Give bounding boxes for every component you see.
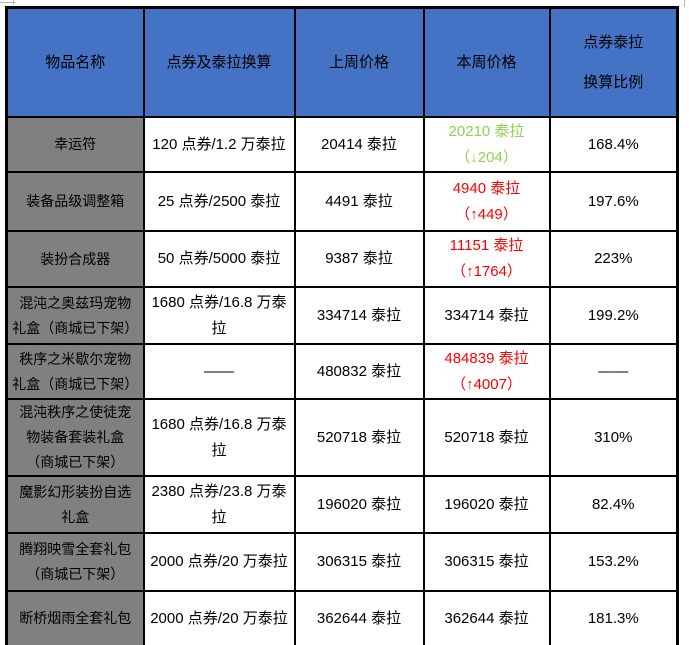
this-week-price: 196020 泰拉 [444,495,529,513]
ratio-header-line1: 点券泰拉 [583,33,644,51]
this-week-price-cell: 196020 泰拉 [422,475,551,534]
ratio-cell: 197.6% [548,171,679,232]
table-row: 秩序之米歇尔宠物 礼盒（商城已下架） —— 480832 泰拉 484839 泰… [5,343,679,400]
this-week-price-cell: 484839 泰拉 （↑4007） [422,343,551,400]
item-name-cell: 幸运符 [5,116,145,173]
item-name-cell: 秩序之米歇尔宠物 礼盒（商城已下架） [5,343,145,400]
this-week-price-cell: 520718 泰拉 [422,398,551,477]
ratio-header-lines: 点券泰拉 换算比例 [553,33,675,91]
ratio-cell: 310% [548,398,679,477]
ratio-cell: 223% [548,230,679,288]
table-row: 魔影幻形装扮自选 礼盒 2380 点券/23.8 万泰 拉 196020 泰拉 … [5,475,679,534]
item-price-table: 物品名称 点券及泰拉换算 上周价格 本周价格 点券泰拉 换算比例 幸运符 120… [5,6,679,645]
ratio-cell: 153.2% [548,532,679,592]
ratio-cell: 181.3% [548,590,679,645]
last-week-price-cell: 520718 泰拉 [293,398,425,477]
this-week-price-cell: 11151 泰拉 （↑1764） [422,230,551,288]
item-name-cell: 混沌秩序之使徒宠 物装备套装礼盒 （商城已下架） [5,398,145,477]
item-name-cell: 魔影幻形装扮自选 礼盒 [5,475,145,534]
this-week-price: 362644 泰拉 [444,609,529,627]
table-row: 幸运符 120 点券/1.2 万泰拉 20414 泰拉 20210 泰拉 （↓2… [5,116,679,173]
this-week-price: 334714 泰拉 [444,306,529,324]
last-week-price-cell: 362644 泰拉 [293,590,425,645]
item-name-cell: 混沌之奥兹玛宠物 礼盒（商城已下架） [5,286,145,345]
gridline-remnant-vertical-right [684,0,685,7]
table-row: 装扮合成器 50 点券/5000 泰拉 9387 泰拉 11151 泰拉 （↑1… [5,230,679,288]
this-week-price: 4940 泰拉 [452,179,521,197]
item-name-cell: 装备品级调整箱 [5,171,145,232]
table-row: 装备品级调整箱 25 点券/2500 泰拉 4491 泰拉 4940 泰拉 （↑… [5,171,679,232]
conversion-cell: 2380 点券/23.8 万泰 拉 [142,475,296,534]
table-row: 混沌之奥兹玛宠物 礼盒（商城已下架） 1680 点券/16.8 万泰 拉 334… [5,286,679,345]
this-week-price: 484839 泰拉 [444,349,529,367]
table-row: 断桥烟雨全套礼包 2000 点券/20 万泰拉 362644 泰拉 362644… [5,590,679,645]
gridline-remnant-vertical-left [13,0,14,5]
this-week-price: 306315 泰拉 [444,553,529,570]
last-week-price-cell: 4491 泰拉 [293,171,425,232]
this-week-price-cell: 306315 泰拉 [422,532,551,592]
ratio-cell: 168.4% [548,116,679,173]
header-row: 物品名称 点券及泰拉换算 上周价格 本周价格 点券泰拉 换算比例 [5,6,679,118]
ratio-header-line2: 换算比例 [583,73,644,91]
last-week-price-cell: 334714 泰拉 [293,286,425,345]
item-name-cell: 装扮合成器 [5,230,145,288]
conversion-cell: —— [142,343,296,400]
conversion-cell: 2000 点券/20 万泰拉 [142,590,296,645]
price-change: （↑4007） [451,375,522,393]
this-week-price: 11151 泰拉 [449,237,524,254]
ratio-cell: 199.2% [548,286,679,345]
this-week-price-cell: 4940 泰拉 （↑449） [422,171,551,232]
conversion-cell: 1680 点券/16.8 万泰 拉 [142,286,296,345]
this-week-price: 20210 泰拉 [448,122,525,140]
table-row: 混沌秩序之使徒宠 物装备套装礼盒 （商城已下架） 1680 点券/16.8 万泰… [5,398,679,477]
table-row: 腾翔映雪全套礼包 （商城已下架） 2000 点券/20 万泰拉 306315 泰… [5,532,679,592]
column-header-ratio: 点券泰拉 换算比例 [548,6,679,118]
conversion-cell: 25 点券/2500 泰拉 [142,171,296,232]
column-header-item-name: 物品名称 [5,6,145,118]
column-header-this-week-price: 本周价格 [422,6,551,118]
this-week-price: 520718 泰拉 [444,428,529,446]
gridline-remnant-horizontal [0,2,16,3]
ratio-cell: 82.4% [548,475,679,534]
conversion-cell: 120 点券/1.2 万泰拉 [142,116,296,173]
conversion-cell: 1680 点券/16.8 万泰 拉 [142,398,296,477]
conversion-cell: 2000 点券/20 万泰拉 [142,532,296,592]
column-header-last-week-price: 上周价格 [293,6,425,118]
last-week-price-cell: 306315 泰拉 [293,532,425,592]
this-week-price-cell: 362644 泰拉 [422,590,551,645]
price-change: （↓204） [455,148,518,166]
last-week-price-cell: 196020 泰拉 [293,475,425,534]
conversion-cell: 50 点券/5000 泰拉 [142,230,296,288]
item-name-cell: 断桥烟雨全套礼包 [5,590,145,645]
last-week-price-cell: 480832 泰拉 [293,343,425,400]
column-header-conversion: 点券及泰拉换算 [142,6,296,118]
price-change: （↑1764） [451,263,522,280]
last-week-price-cell: 20414 泰拉 [293,116,425,173]
this-week-price-cell: 334714 泰拉 [422,286,551,345]
this-week-price-cell: 20210 泰拉 （↓204） [422,116,551,173]
item-name-cell: 腾翔映雪全套礼包 （商城已下架） [5,532,145,592]
ratio-cell: —— [548,343,679,400]
last-week-price-cell: 9387 泰拉 [293,230,425,288]
price-change: （↑449） [455,205,518,223]
